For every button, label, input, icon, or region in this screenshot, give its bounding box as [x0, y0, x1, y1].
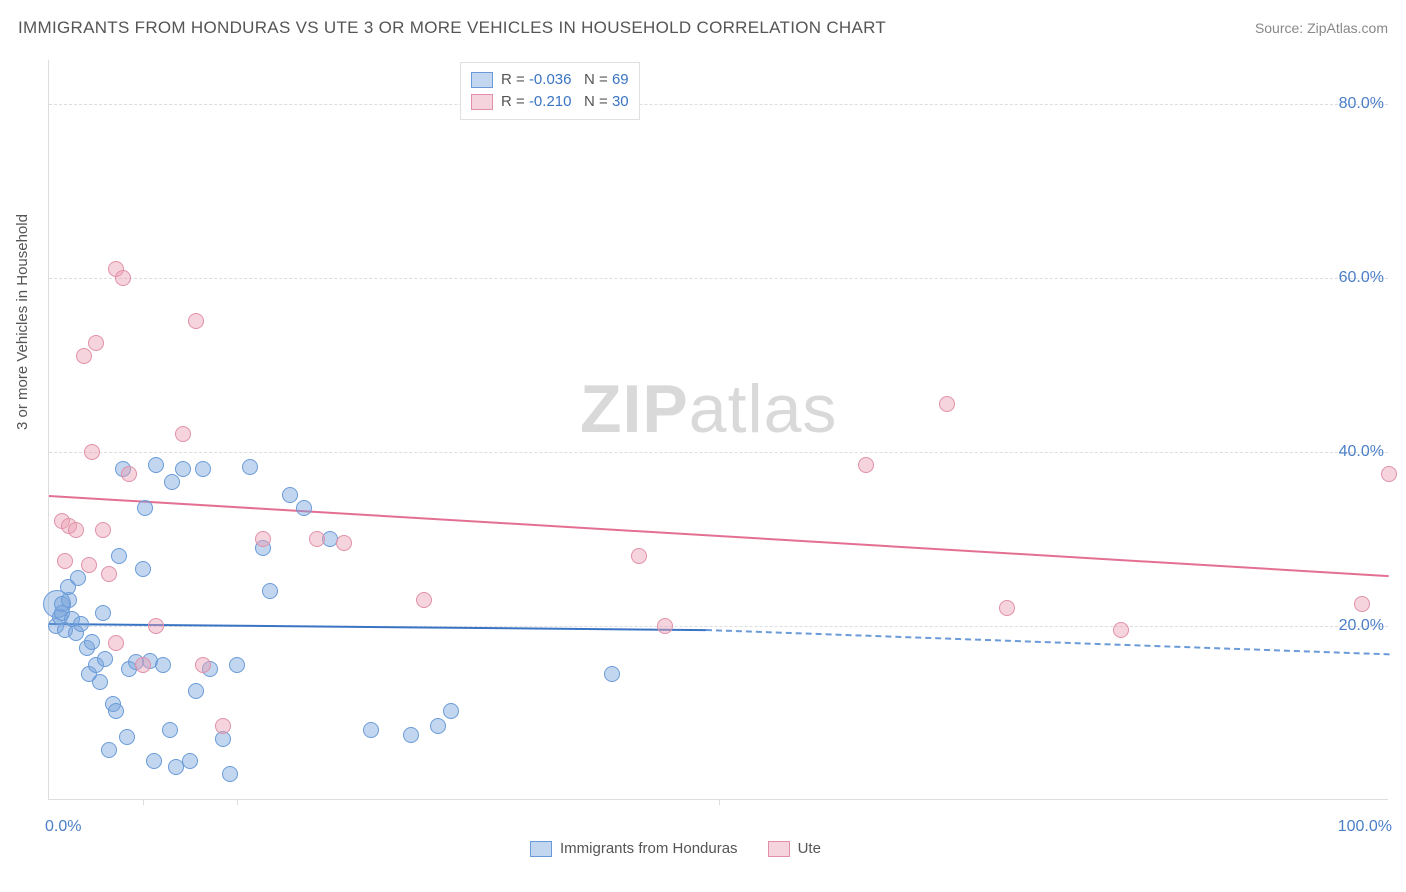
data-point: [84, 444, 100, 460]
gridline: [49, 452, 1388, 453]
data-point: [1381, 466, 1397, 482]
gridline: [49, 278, 1388, 279]
y-axis-label: 3 or more Vehicles in Household: [14, 214, 31, 430]
legend-label: Immigrants from Honduras: [560, 840, 738, 857]
legend-row: R = -0.036 N = 69: [471, 69, 629, 91]
data-point: [296, 500, 312, 516]
data-point: [97, 651, 113, 667]
y-tick-label: 80.0%: [1339, 95, 1392, 113]
data-point: [115, 270, 131, 286]
data-point: [135, 657, 151, 673]
data-point: [88, 335, 104, 351]
data-point: [108, 703, 124, 719]
data-point: [111, 548, 127, 564]
data-point: [403, 727, 419, 743]
x-tick-label: 0.0%: [45, 818, 81, 836]
data-point: [81, 557, 97, 573]
data-point: [95, 522, 111, 538]
trend-line: [49, 495, 1389, 577]
legend-row: R = -0.210 N = 30: [471, 91, 629, 113]
data-point: [108, 635, 124, 651]
data-point: [84, 634, 100, 650]
data-point: [215, 718, 231, 734]
data-point: [164, 474, 180, 490]
data-point: [229, 657, 245, 673]
data-point: [631, 548, 647, 564]
data-point: [858, 457, 874, 473]
data-point: [999, 600, 1015, 616]
y-tick-label: 60.0%: [1339, 269, 1392, 287]
data-point: [162, 722, 178, 738]
data-point: [119, 729, 135, 745]
chart-title: IMMIGRANTS FROM HONDURAS VS UTE 3 OR MOR…: [18, 18, 886, 38]
data-point: [416, 592, 432, 608]
trend-line: [706, 629, 1389, 655]
data-point: [146, 753, 162, 769]
legend-text: R = -0.036 N = 69: [501, 69, 629, 91]
data-point: [443, 703, 459, 719]
data-point: [195, 657, 211, 673]
scatter-chart: 20.0%40.0%60.0%80.0%0.0%100.0%: [48, 60, 1388, 800]
legend-item: Ute: [768, 840, 821, 857]
source-label: Source: ZipAtlas.com: [1255, 20, 1388, 36]
data-point: [95, 605, 111, 621]
data-point: [121, 466, 137, 482]
data-point: [195, 461, 211, 477]
data-point: [430, 718, 446, 734]
x-tick-mark: [719, 799, 720, 805]
legend-swatch: [530, 841, 552, 857]
data-point: [336, 535, 352, 551]
data-point: [92, 674, 108, 690]
data-point: [148, 618, 164, 634]
data-point: [255, 531, 271, 547]
data-point: [68, 522, 84, 538]
y-tick-label: 40.0%: [1339, 443, 1392, 461]
legend-label: Ute: [798, 840, 821, 857]
data-point: [70, 570, 86, 586]
data-point: [363, 722, 379, 738]
legend-item: Immigrants from Honduras: [530, 840, 738, 857]
series-legend: Immigrants from Honduras Ute: [530, 840, 821, 857]
data-point: [148, 457, 164, 473]
data-point: [73, 616, 89, 632]
data-point: [282, 487, 298, 503]
data-point: [188, 683, 204, 699]
gridline: [49, 104, 1388, 105]
data-point: [155, 657, 171, 673]
data-point: [242, 459, 258, 475]
correlation-legend: R = -0.036 N = 69R = -0.210 N = 30: [460, 62, 640, 120]
legend-swatch: [471, 94, 493, 110]
data-point: [188, 313, 204, 329]
x-tick-label: 100.0%: [1338, 818, 1392, 836]
data-point: [222, 766, 238, 782]
data-point: [101, 742, 117, 758]
data-point: [262, 583, 278, 599]
x-tick-mark: [237, 799, 238, 805]
x-tick-mark: [143, 799, 144, 805]
data-point: [137, 500, 153, 516]
data-point: [1354, 596, 1370, 612]
data-point: [939, 396, 955, 412]
data-point: [1113, 622, 1129, 638]
data-point: [57, 553, 73, 569]
data-point: [175, 426, 191, 442]
data-point: [657, 618, 673, 634]
data-point: [604, 666, 620, 682]
y-tick-label: 20.0%: [1339, 617, 1392, 635]
data-point: [101, 566, 117, 582]
legend-text: R = -0.210 N = 30: [501, 91, 629, 113]
legend-swatch: [768, 841, 790, 857]
data-point: [175, 461, 191, 477]
legend-swatch: [471, 72, 493, 88]
data-point: [76, 348, 92, 364]
data-point: [309, 531, 325, 547]
data-point: [182, 753, 198, 769]
data-point: [135, 561, 151, 577]
